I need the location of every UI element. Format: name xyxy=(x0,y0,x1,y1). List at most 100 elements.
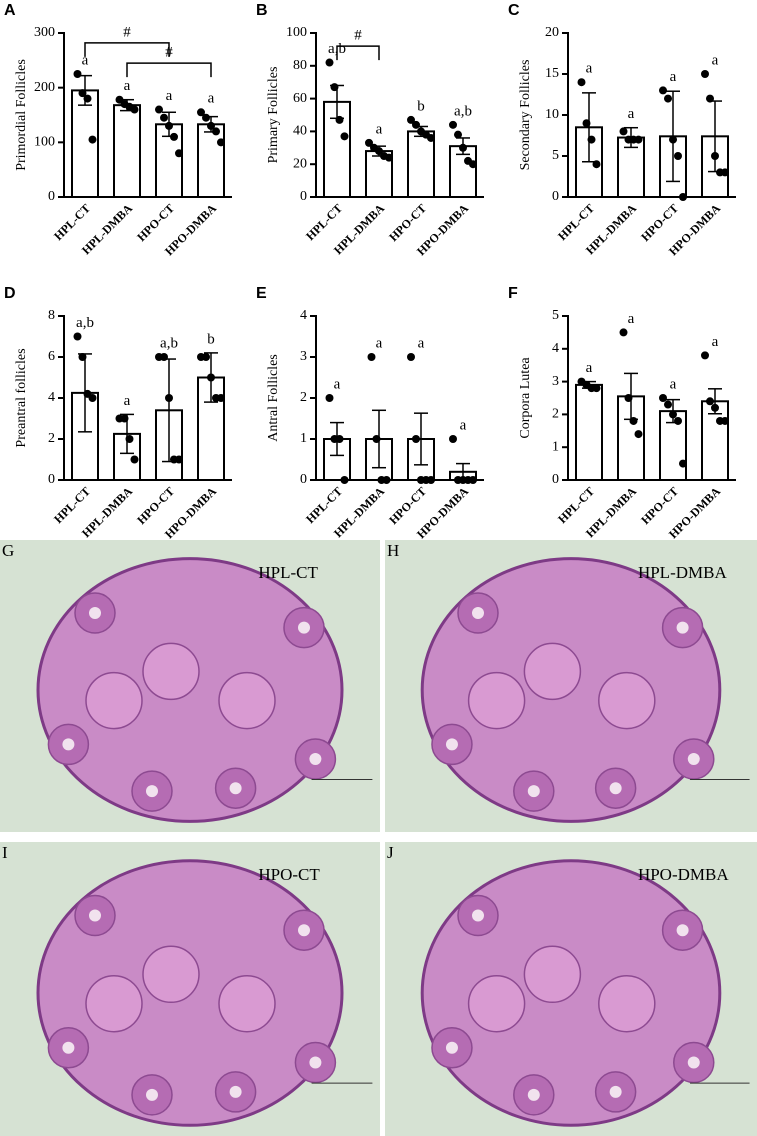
y-axis-label: Antral Follicles xyxy=(266,354,281,442)
data-point xyxy=(469,160,477,169)
data-point xyxy=(449,435,457,443)
y-tick-label: 10 xyxy=(545,107,559,122)
data-point xyxy=(202,113,210,122)
data-point xyxy=(711,403,719,412)
significance-letter: a xyxy=(376,335,383,351)
follicle xyxy=(523,642,582,701)
data-point xyxy=(88,135,97,144)
y-tick-label: 5 xyxy=(552,148,559,163)
significance-letter: a xyxy=(82,52,89,68)
significance-letter: a xyxy=(334,376,341,392)
data-point xyxy=(706,94,714,103)
significance-bracket xyxy=(126,62,212,78)
y-axis-label: Corpora Lutea xyxy=(518,357,533,439)
data-point xyxy=(340,132,349,141)
oocyte xyxy=(609,1085,622,1098)
data-point xyxy=(325,394,334,402)
data-point xyxy=(130,455,139,464)
data-point xyxy=(412,435,420,443)
y-tick-label: 1 xyxy=(552,439,559,454)
y-tick-label: 40 xyxy=(293,124,307,139)
data-point xyxy=(582,119,591,128)
data-point xyxy=(170,132,178,141)
significance-letter: a xyxy=(124,78,131,94)
oocyte xyxy=(527,1088,540,1101)
follicle xyxy=(85,671,143,730)
significance-letter: a,b xyxy=(454,103,472,119)
y-tick-label: 0 xyxy=(552,189,559,204)
follicle xyxy=(467,974,526,1033)
significance-letter: a xyxy=(124,393,131,409)
y-tick-label: 4 xyxy=(300,308,307,323)
significance-bracket xyxy=(84,42,170,57)
y-tick-label: 4 xyxy=(48,390,55,405)
data-point xyxy=(674,152,682,160)
y-tick-label: 3 xyxy=(300,349,307,364)
data-point xyxy=(375,147,383,156)
oocyte xyxy=(89,607,101,619)
y-tick-label: 5 xyxy=(552,308,559,323)
data-point xyxy=(701,70,709,78)
y-tick-label: 2 xyxy=(48,431,55,446)
data-point xyxy=(217,138,225,147)
data-point xyxy=(407,115,415,124)
significance-letter: a xyxy=(628,106,635,122)
oocyte xyxy=(609,782,622,795)
oocyte xyxy=(676,924,689,937)
data-point xyxy=(619,127,628,136)
y-tick-label: 300 xyxy=(34,25,55,40)
data-point xyxy=(365,138,373,147)
data-point xyxy=(335,435,344,443)
data-point xyxy=(721,168,729,177)
significance-letter: a xyxy=(712,52,719,68)
data-point xyxy=(587,135,596,144)
significance-letter: a xyxy=(670,69,677,85)
bracket-label: # xyxy=(165,45,173,61)
x-tick-label: HPO-CT xyxy=(386,484,429,527)
panel-label: C xyxy=(508,2,520,19)
significance-letter: a xyxy=(586,360,593,376)
oocyte xyxy=(472,909,484,922)
data-point xyxy=(335,115,344,124)
data-point xyxy=(160,353,168,361)
bar xyxy=(197,123,225,198)
x-tick-label: HPL-CT xyxy=(303,484,345,526)
data-point xyxy=(73,332,82,341)
oocyte xyxy=(89,909,101,922)
data-point xyxy=(155,105,163,114)
oocyte xyxy=(309,1056,322,1069)
panel-label: I xyxy=(2,843,8,862)
data-point xyxy=(217,394,225,402)
data-point xyxy=(629,416,638,425)
y-axis-label: Preantral follicles xyxy=(14,348,29,447)
x-tick-label: HPL-CT xyxy=(555,484,597,526)
panel-label: A xyxy=(4,2,16,19)
oocyte xyxy=(146,785,158,798)
bracket-label: # xyxy=(354,28,362,44)
y-tick-label: 0 xyxy=(300,472,307,487)
data-point xyxy=(577,78,586,87)
y-tick-label: 100 xyxy=(286,25,307,40)
data-point xyxy=(711,152,719,160)
oocyte xyxy=(445,738,458,751)
significance-letter: a xyxy=(376,121,383,137)
data-point xyxy=(212,127,220,136)
data-point xyxy=(197,108,205,117)
x-tick-label: HPL-CT xyxy=(51,201,93,243)
significance-bracket xyxy=(336,45,380,61)
bar xyxy=(575,383,603,482)
data-point xyxy=(427,133,435,142)
bar xyxy=(113,104,141,198)
data-point xyxy=(367,353,376,361)
panel-label: G xyxy=(2,541,14,560)
data-point xyxy=(207,121,215,130)
data-point xyxy=(330,83,339,92)
data-point xyxy=(634,135,643,144)
significance-letter: b xyxy=(417,98,425,114)
histology-image: G HPL-CT xyxy=(0,540,380,832)
oocyte xyxy=(298,621,310,634)
data-point xyxy=(619,328,628,337)
x-tick-label: HPO-CT xyxy=(134,201,177,244)
data-point xyxy=(459,143,467,152)
